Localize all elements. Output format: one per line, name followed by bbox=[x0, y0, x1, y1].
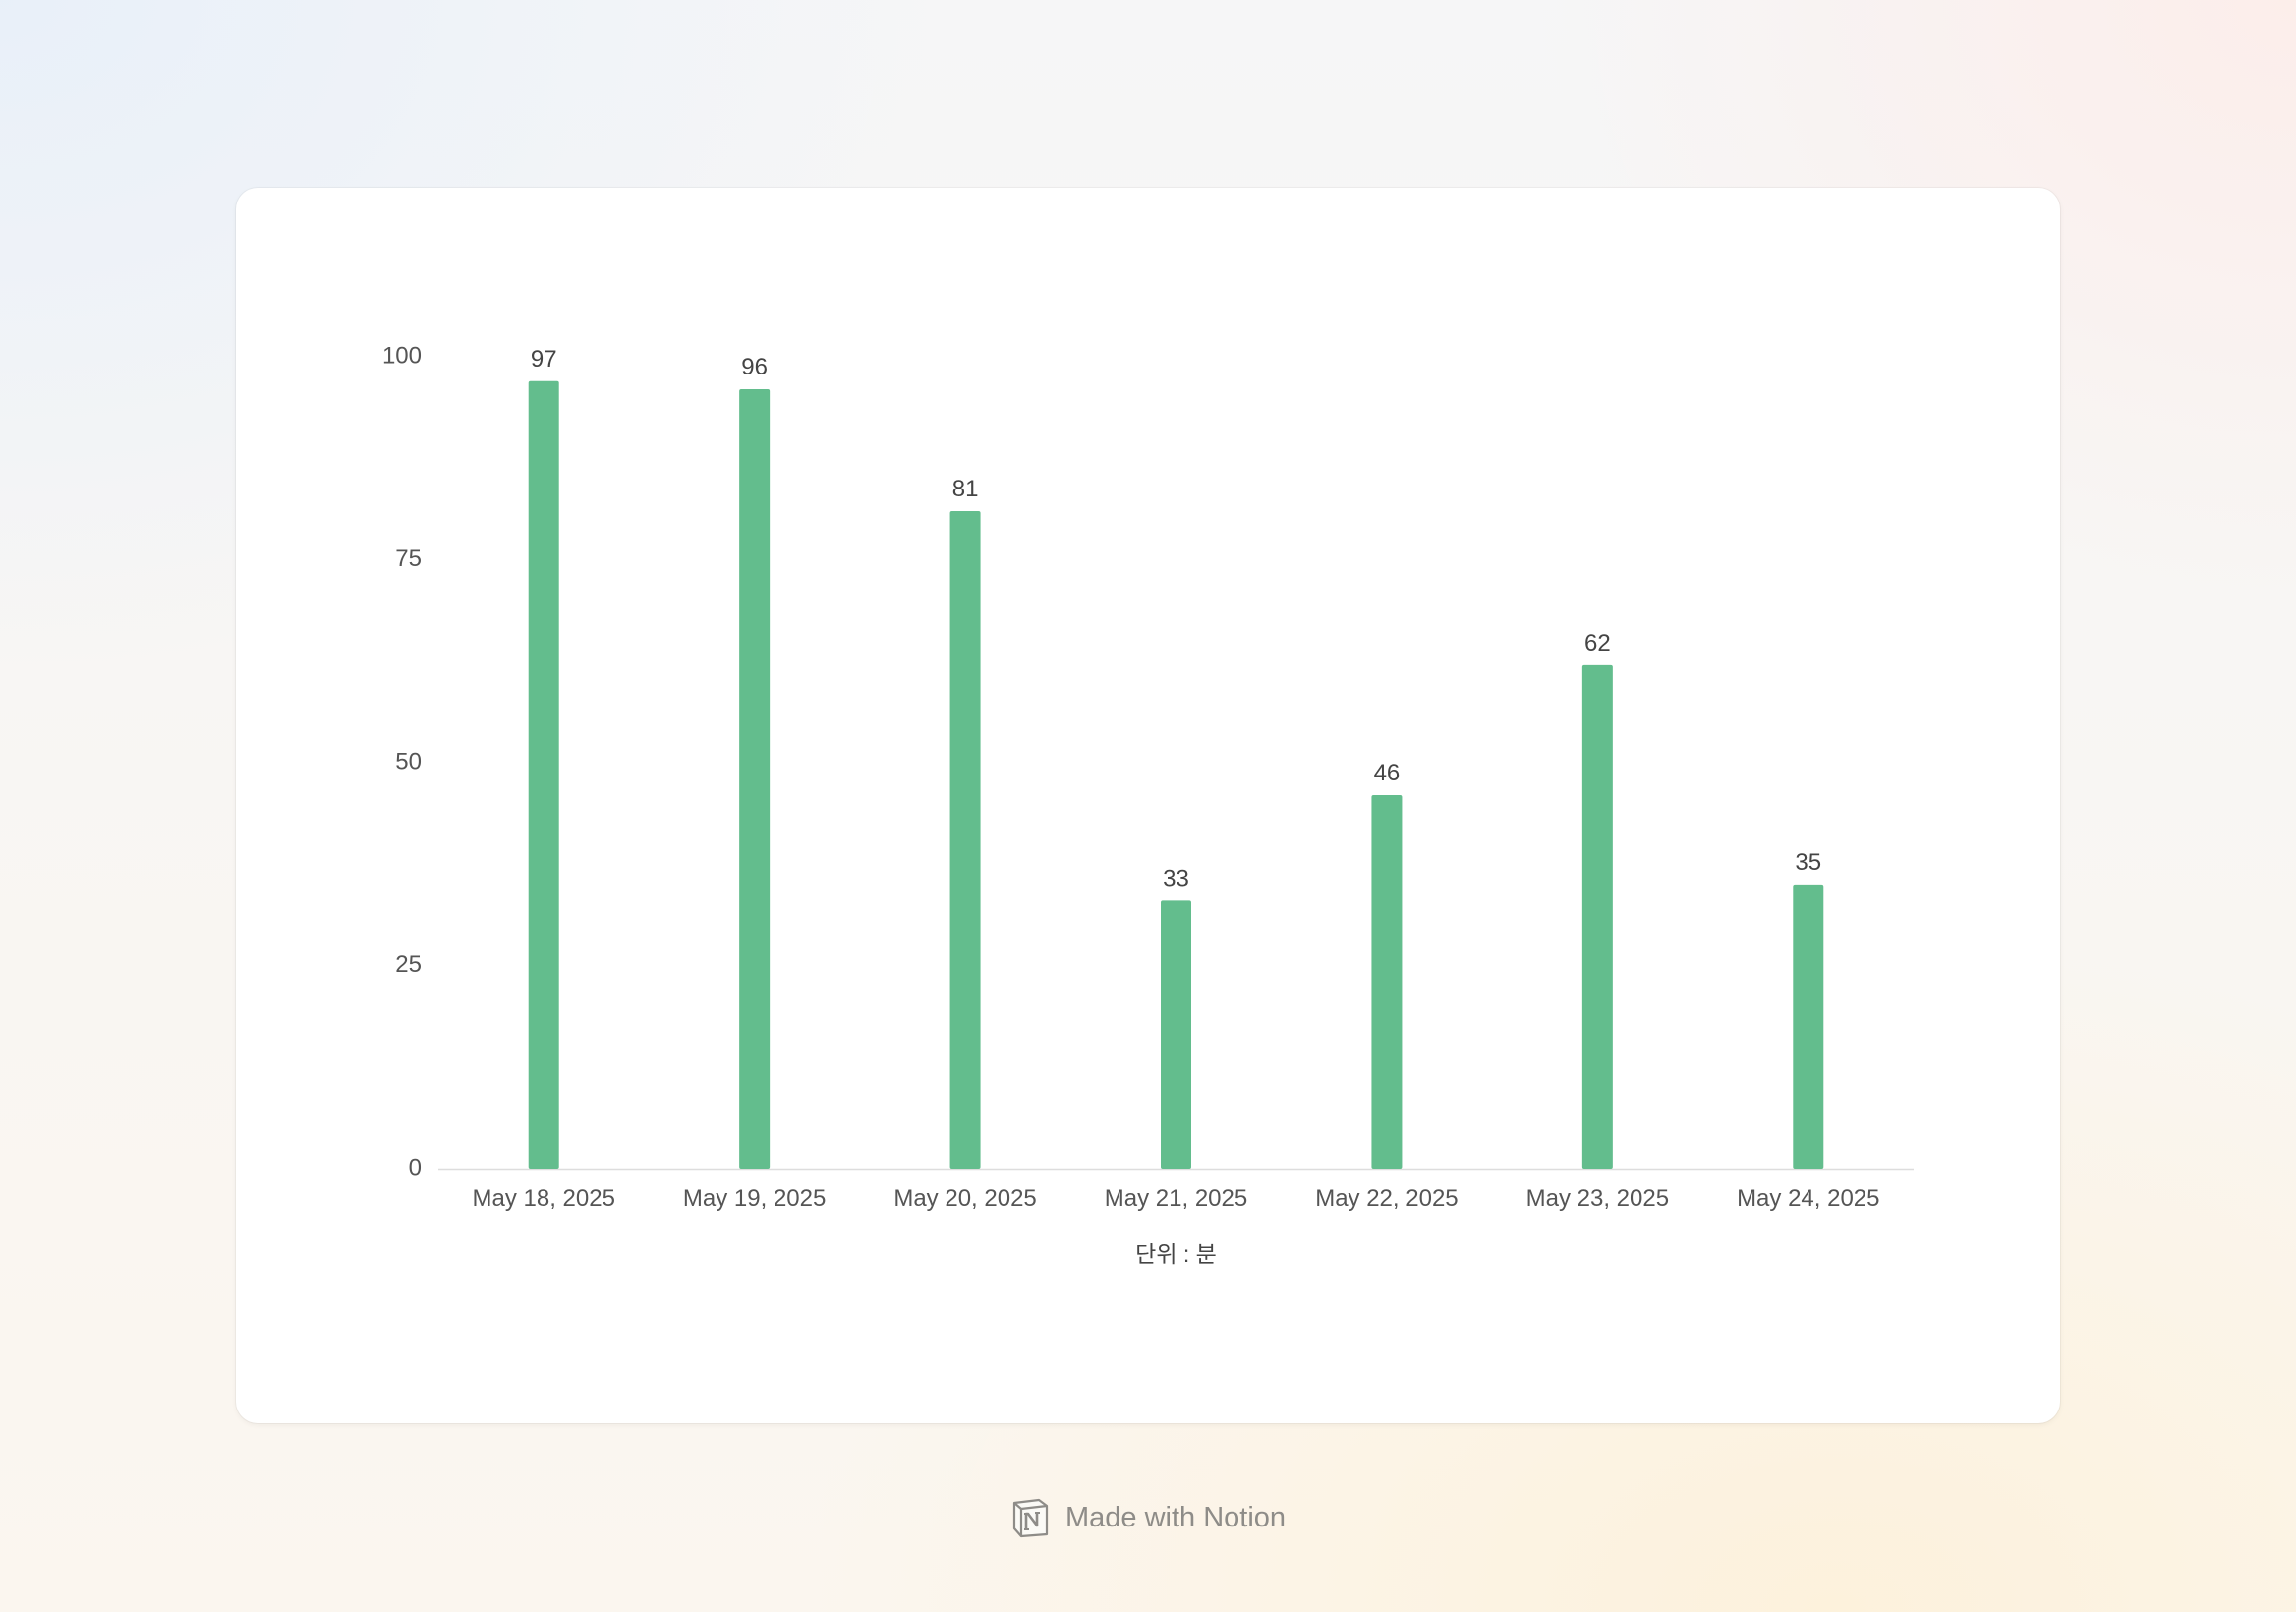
bar-value-label: 96 bbox=[741, 354, 768, 380]
x-axis-label: 단위 : 분 bbox=[1135, 1241, 1217, 1267]
chart-card: 0 25 50 75 100 97 May 18, 2025 96 May 19, 2025 81… bbox=[236, 188, 2060, 1423]
bar-value-label: 46 bbox=[1374, 760, 1401, 786]
bar bbox=[1161, 900, 1191, 1169]
x-tick-label: May 23, 2025 bbox=[1526, 1185, 1669, 1212]
footer-text: Made with Notion bbox=[1064, 1501, 1287, 1533]
bar bbox=[528, 380, 559, 1169]
x-tick-label: May 19, 2025 bbox=[683, 1185, 826, 1212]
bar-value-label: 81 bbox=[952, 476, 979, 502]
x-tick-label: May 24, 2025 bbox=[1737, 1185, 1879, 1212]
x-tick-label: May 20, 2025 bbox=[893, 1185, 1036, 1212]
bar bbox=[1581, 664, 1613, 1169]
bar bbox=[739, 389, 771, 1169]
notion-logo-icon bbox=[1010, 1497, 1052, 1538]
x-tick-label: May 18, 2025 bbox=[472, 1185, 614, 1212]
bar-value-label: 62 bbox=[1584, 630, 1611, 657]
y-tick-label: 0 bbox=[409, 1154, 422, 1180]
y-tick-label: 50 bbox=[395, 748, 422, 775]
x-tick-label: May 21, 2025 bbox=[1105, 1185, 1247, 1212]
made-with-notion-footer[interactable]: Made with Notion bbox=[0, 1494, 2296, 1541]
bar-value-label: 35 bbox=[1795, 849, 1821, 876]
y-tick-label: 75 bbox=[395, 546, 422, 572]
bar-value-label: 97 bbox=[531, 346, 557, 373]
bar-chart: 0 25 50 75 100 97 May 18, 2025 96 May 19, 2025 81… bbox=[382, 342, 1914, 1267]
bar bbox=[1371, 795, 1403, 1169]
bar bbox=[949, 510, 981, 1169]
bar-value-label: 33 bbox=[1163, 865, 1189, 892]
x-tick-label: May 22, 2025 bbox=[1315, 1185, 1458, 1212]
y-tick-label: 100 bbox=[382, 342, 422, 369]
bar bbox=[1793, 884, 1824, 1169]
y-tick-label: 25 bbox=[395, 951, 422, 978]
